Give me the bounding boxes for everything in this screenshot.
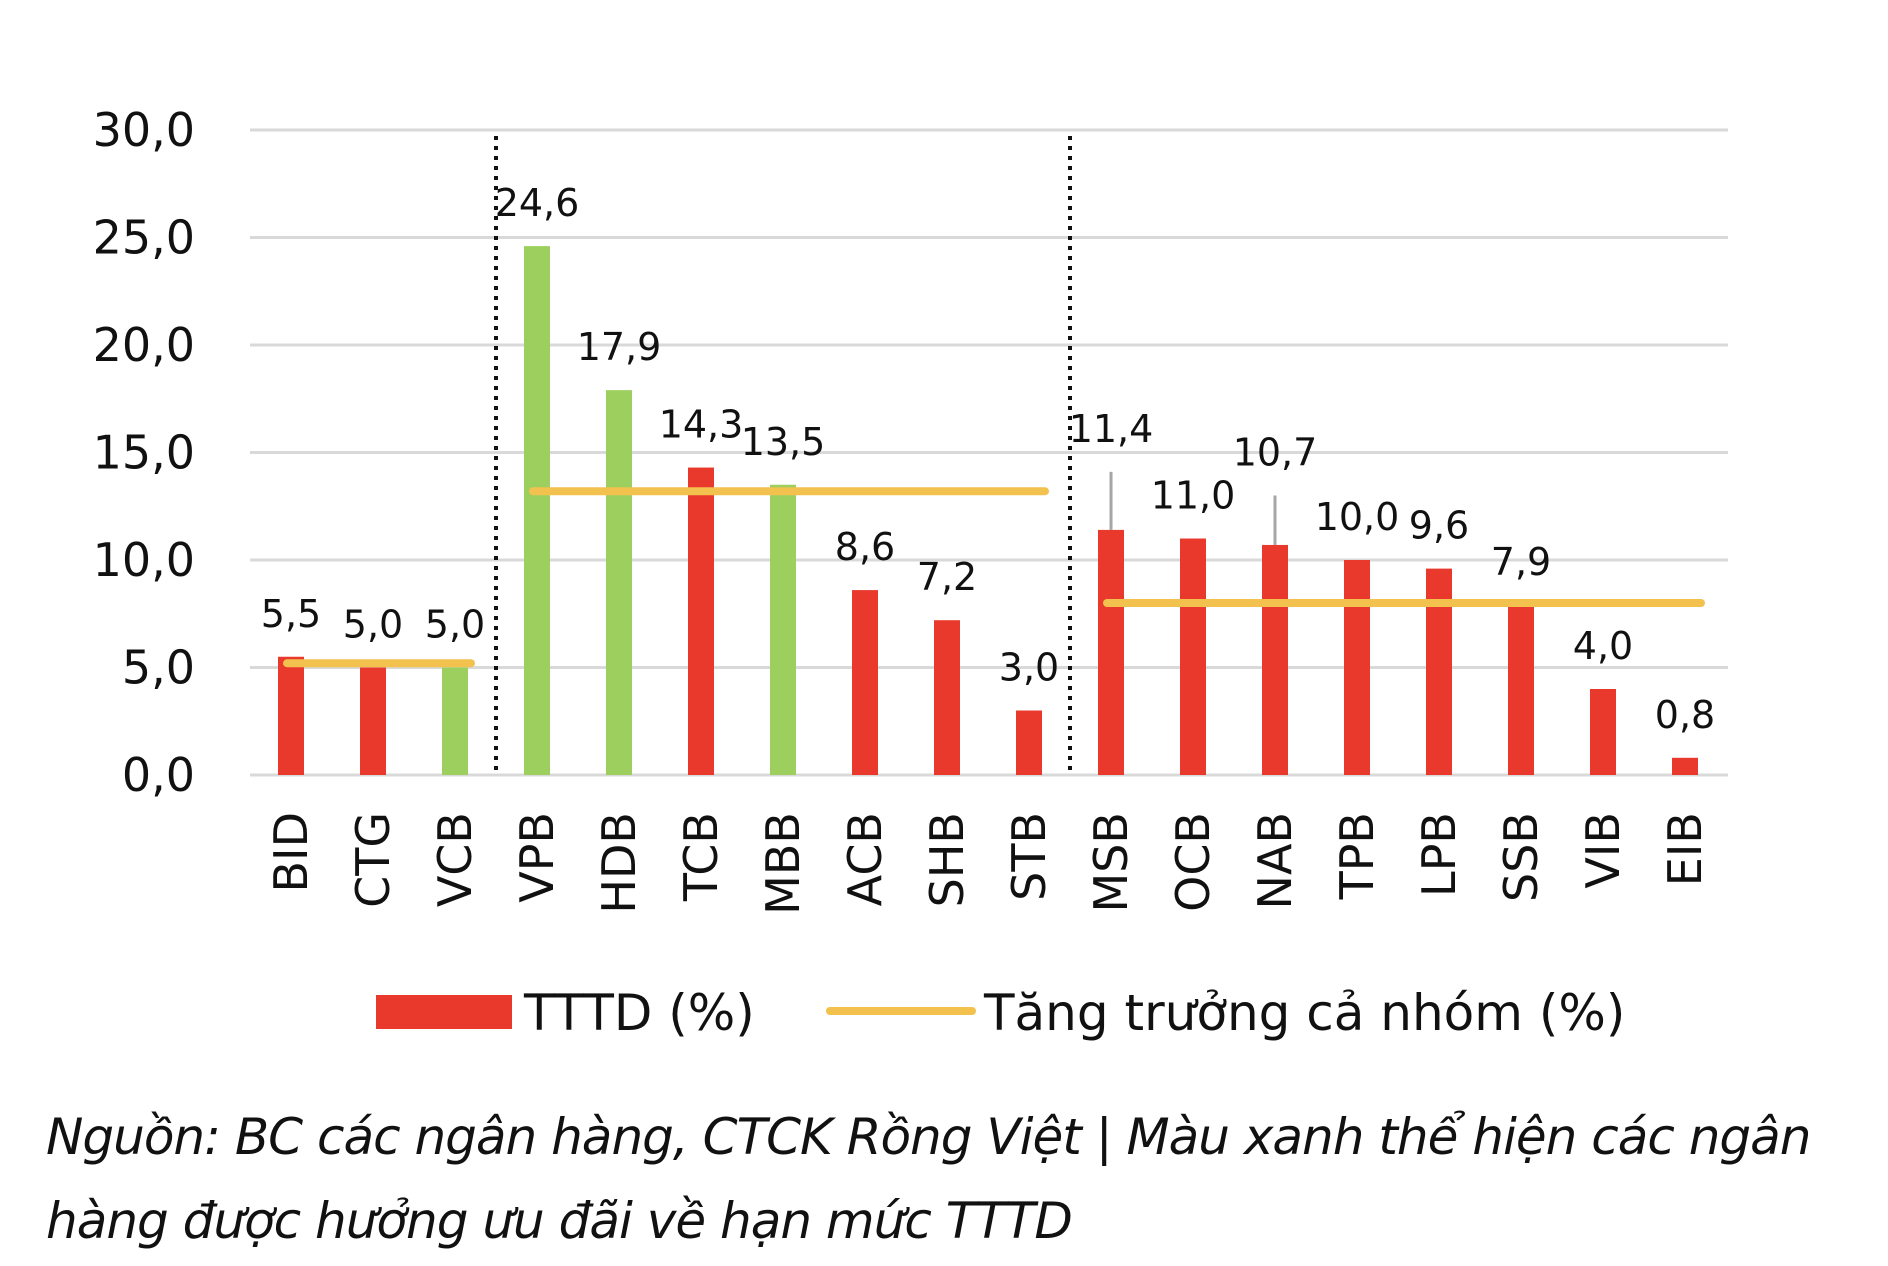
bar-ssb — [1508, 605, 1534, 775]
data-label-vcb: 5,0 — [425, 603, 485, 647]
error-bars — [1109, 471, 1277, 545]
data-label-acb: 8,6 — [835, 525, 895, 569]
data-label-mbb: 13,5 — [741, 420, 826, 464]
bar-ocb — [1180, 538, 1206, 775]
group-lines — [283, 487, 1705, 668]
bar-mbb — [770, 484, 796, 775]
bar-ctg — [360, 667, 386, 775]
category-label-shb: SHB — [920, 812, 974, 907]
chart-canvas: 0,0 5,0 10,0 15,0 20,0 25,0 30,0 5,5 5,0 5,0 24,6… — [93, 103, 1728, 1042]
y-axis-ticks: 0,0 5,0 10,0 15,0 20,0 25,0 30,0 — [93, 103, 195, 802]
y-tick-label: 5,0 — [122, 641, 195, 695]
category-label-hdb: HDB — [592, 812, 646, 914]
data-label-lpb: 9,6 — [1409, 504, 1469, 548]
bar-msb — [1098, 529, 1124, 775]
data-label-bid: 5,5 — [261, 592, 321, 636]
category-label-stb: STB — [1002, 812, 1056, 901]
data-label-ssb: 7,9 — [1491, 540, 1551, 584]
category-label-nab: NAB — [1248, 812, 1302, 909]
bar-bid — [278, 656, 304, 775]
category-label-acb: ACB — [838, 812, 892, 906]
bar-stb — [1016, 710, 1042, 775]
category-label-lpb: LPB — [1412, 812, 1466, 897]
bar-vcb — [442, 667, 468, 775]
data-label-nab: 10,7 — [1233, 431, 1318, 475]
bar-hdb — [606, 390, 632, 775]
y-tick-label: 10,0 — [93, 533, 195, 587]
data-label-ocb: 11,0 — [1151, 474, 1236, 518]
data-label-tpb: 10,0 — [1315, 495, 1400, 539]
source-note-line-1: Nguồn: BC các ngân hàng, CTCK Rồng Việt … — [46, 1108, 1811, 1166]
data-label-vib: 4,0 — [1573, 624, 1633, 668]
source-note-line-2: hàng được hưởng ưu đãi về hạn mức TTTD — [46, 1192, 1073, 1250]
bar-tpb — [1344, 560, 1370, 775]
y-tick-label: 30,0 — [93, 103, 195, 157]
y-tick-label: 20,0 — [93, 318, 195, 372]
legend-line-label: Tăng trưởng cả nhóm (%) — [983, 984, 1625, 1042]
data-label-ctg: 5,0 — [343, 603, 403, 647]
data-label-msb: 11,4 — [1069, 407, 1154, 451]
data-label-stb: 3,0 — [999, 646, 1059, 690]
data-label-eib: 0,8 — [1655, 693, 1715, 737]
bar-vpb — [524, 246, 550, 776]
group-separators — [494, 136, 1072, 775]
bar-eib — [1672, 757, 1698, 775]
bar-acb — [852, 590, 878, 775]
category-label-vpb: VPB — [510, 812, 564, 903]
data-label-vpb: 24,6 — [495, 181, 580, 225]
bar-tcb — [688, 467, 714, 775]
category-label-ssb: SSB — [1494, 812, 1548, 902]
legend-bar-label: TTTD (%) — [523, 984, 755, 1042]
category-label-tcb: TCB — [674, 812, 728, 902]
category-label-mbb: MBB — [756, 812, 810, 915]
x-axis-categories: BID CTG VCB VPB HDB TCB MBB ACB SHB STB MSB OCB NAB T… — [264, 812, 1712, 915]
category-label-msb: MSB — [1084, 812, 1138, 912]
category-label-ocb: OCB — [1166, 812, 1220, 912]
bars — [278, 246, 1698, 776]
data-labels: 5,5 5,0 5,0 24,6 17,9 14,313,5 8,6 7,2 3,0 11,4 11… — [261, 181, 1715, 737]
category-label-tpb: TPB — [1330, 812, 1384, 900]
data-label-shb: 7,2 — [917, 555, 977, 599]
y-tick-label: 25,0 — [93, 211, 195, 265]
legend-bar-swatch — [376, 995, 512, 1029]
gridlines — [250, 128, 1728, 777]
y-tick-label: 0,0 — [122, 748, 195, 802]
bar-vib — [1590, 689, 1616, 775]
category-label-bid: BID — [264, 812, 318, 893]
category-label-ctg: CTG — [346, 812, 400, 908]
y-tick-label: 15,0 — [93, 426, 195, 480]
bar-shb — [934, 620, 960, 775]
category-label-eib: EIB — [1658, 812, 1712, 886]
category-label-vib: VIB — [1576, 812, 1630, 889]
data-label-hdb: 17,9 — [577, 325, 662, 369]
bar-nab — [1262, 544, 1288, 775]
category-label-vcb: VCB — [428, 812, 482, 907]
data-label-tcb: 14,3 — [659, 403, 744, 447]
source-note: Nguồn: BC các ngân hàng, CTCK Rồng Việt … — [46, 1095, 1866, 1263]
legend: TTTD (%) Tăng trưởng cả nhóm (%) — [376, 984, 1625, 1042]
